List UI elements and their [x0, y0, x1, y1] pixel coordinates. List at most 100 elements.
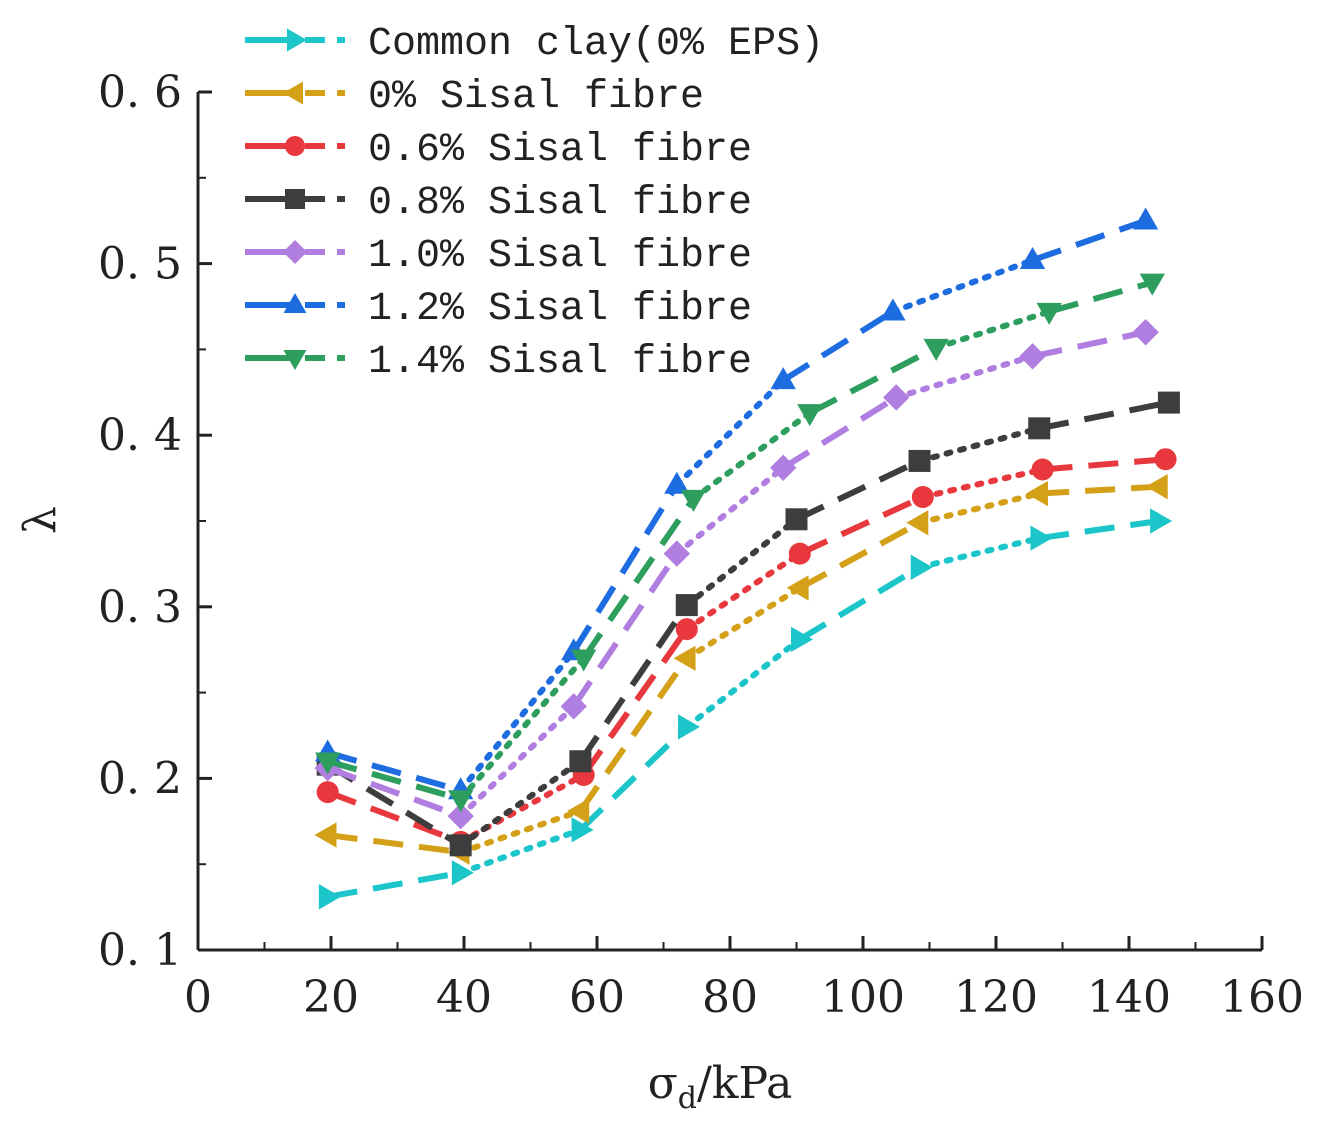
series-line-segment	[1038, 399, 1170, 432]
data-point	[923, 338, 949, 361]
series-line-segment	[889, 257, 1036, 315]
data-point	[560, 693, 587, 720]
data-point	[797, 404, 823, 427]
data-point	[1145, 474, 1168, 500]
series-5	[314, 319, 1159, 830]
x-axis-label-subscript: d	[678, 1081, 697, 1116]
legend-item: 0.6% Sisal fibre	[245, 128, 752, 173]
series-line-segment	[578, 724, 689, 833]
legend-item: 0% Sisal fibre	[245, 75, 704, 120]
data-point	[567, 798, 590, 824]
data-point	[448, 790, 474, 813]
data-point	[906, 510, 929, 536]
series-line-segment	[683, 516, 800, 609]
legend-item: 1.4% Sisal fibre	[245, 340, 752, 385]
series-line-segment	[581, 496, 696, 660]
series-line-segment	[577, 656, 690, 813]
legend-marker	[283, 350, 307, 370]
series-layer	[314, 207, 1180, 910]
data-point	[675, 594, 698, 617]
legend-label: 1.0% Sisal fibre	[368, 234, 752, 279]
x-tick-label: 20	[303, 972, 359, 1023]
series-line-segment	[798, 520, 921, 591]
data-point	[1132, 207, 1159, 230]
series-7	[315, 273, 1165, 813]
y-tick-label: 0. 6	[98, 67, 182, 118]
legend-label: 0.6% Sisal fibre	[368, 128, 752, 173]
series-line-segment	[690, 409, 813, 502]
data-point	[791, 626, 814, 653]
data-point	[664, 471, 690, 494]
series-line-segment	[1031, 329, 1147, 360]
data-point	[910, 554, 933, 580]
series-line-segment	[916, 425, 1043, 464]
series-line-segment	[457, 758, 584, 849]
legend-label: Common clay(0% EPS)	[368, 22, 824, 67]
series-6	[315, 207, 1159, 800]
data-point	[316, 781, 339, 804]
legend-marker	[287, 28, 307, 52]
series-line-segment	[1048, 279, 1154, 315]
series-1	[318, 508, 1173, 910]
series-line-segment	[577, 603, 690, 763]
series-line-segment	[327, 869, 462, 900]
data-point	[1154, 448, 1177, 471]
data-point	[318, 884, 341, 910]
x-tick-label: 160	[1220, 972, 1304, 1023]
data-point	[675, 618, 698, 641]
series-line-segment	[683, 636, 803, 730]
data-point	[569, 750, 592, 773]
legend-marker	[285, 189, 305, 209]
x-tick-label: 100	[821, 972, 905, 1023]
x-axis-label-unit: /kPa	[697, 1058, 792, 1109]
data-point	[571, 649, 597, 672]
series-line-segment	[1042, 456, 1166, 473]
y-tick-label: 0. 5	[98, 239, 182, 290]
data-point	[1036, 302, 1062, 325]
y-tick-label: 0. 3	[98, 582, 182, 633]
data-point	[449, 834, 472, 857]
data-point	[451, 860, 474, 886]
series-line-segment	[326, 789, 462, 845]
data-point	[1139, 273, 1165, 296]
data-point	[911, 485, 934, 508]
data-point	[1030, 525, 1053, 551]
series-line-segment	[457, 703, 577, 820]
series-line-segment	[683, 584, 803, 662]
x-axis-label: σd/kPa	[648, 1058, 793, 1116]
series-line-segment	[919, 466, 1046, 500]
data-point	[785, 508, 808, 531]
data-point	[880, 298, 906, 321]
legend-label: 1.4% Sisal fibre	[368, 340, 752, 385]
series-line-segment	[457, 826, 584, 876]
series-line-segment	[781, 309, 895, 383]
data-point	[786, 575, 809, 601]
series-line-segment	[1039, 483, 1160, 497]
series-line-segment	[457, 655, 587, 802]
data-point	[1031, 458, 1054, 481]
data-point	[770, 367, 796, 390]
data-point	[677, 714, 700, 740]
series-line-segment	[581, 627, 690, 777]
x-axis-label-symbol: σ	[648, 1058, 678, 1109]
legend-item: 1.2% Sisal fibre	[245, 287, 752, 332]
legend-marker	[285, 136, 305, 156]
data-point	[1019, 343, 1046, 370]
series-line-segment	[326, 749, 462, 794]
legend-label: 1.2% Sisal fibre	[368, 287, 752, 332]
series-4	[316, 391, 1180, 857]
series-line-segment	[808, 345, 938, 416]
series-line-segment	[683, 550, 803, 633]
series-line-segment	[326, 758, 462, 802]
data-point	[883, 384, 910, 411]
legend-item: Common clay(0% EPS)	[245, 22, 824, 67]
data-point	[680, 489, 707, 512]
legend-marker	[283, 81, 303, 105]
series-line-segment	[1038, 518, 1160, 542]
data-point	[908, 449, 931, 472]
series-line-segment	[571, 551, 680, 709]
y-tick-label: 0. 1	[98, 925, 182, 976]
y-tick-label: 0. 2	[98, 753, 182, 804]
data-point	[663, 540, 690, 567]
